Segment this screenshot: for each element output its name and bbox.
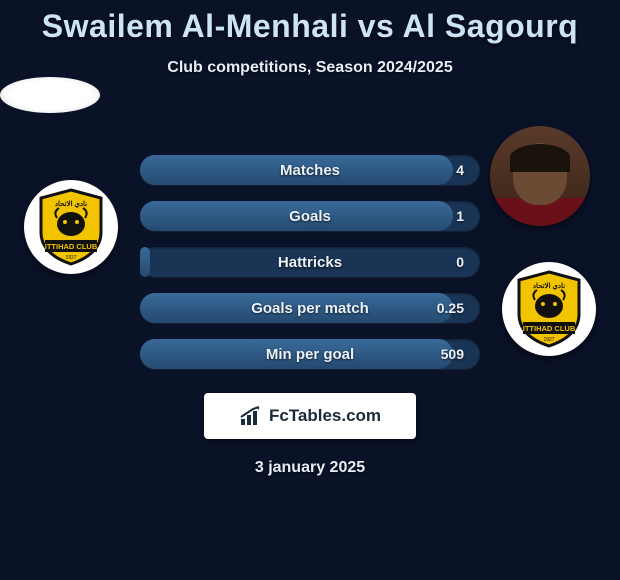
badge-club-name: ITTIHAD CLUB — [45, 242, 98, 251]
stat-label: Min per goal — [140, 346, 480, 363]
stat-row: Min per goal509 — [140, 339, 480, 369]
stat-label: Hattricks — [140, 254, 480, 271]
stat-label: Goals — [140, 208, 480, 225]
stat-label: Matches — [140, 162, 480, 179]
stat-row: Matches4 — [140, 155, 480, 185]
page-title: Swailem Al-Menhali vs Al Sagourq — [0, 0, 620, 45]
shield-icon: نادي الاتحاد ITTIHAD CLUB 1927 — [515, 270, 583, 348]
shield-icon: نادي الاتحاد ITTIHAD CLUB 1927 — [37, 188, 105, 266]
club-badge-left: نادي الاتحاد ITTIHAD CLUB 1927 — [24, 180, 118, 274]
player-left-avatar — [0, 77, 100, 113]
svg-text:1927: 1927 — [543, 337, 554, 343]
fctables-label: FcTables.com — [269, 406, 381, 426]
badge-arabic: نادي الاتحاد — [55, 200, 87, 209]
svg-text:نادي الاتحاد: نادي الاتحاد — [533, 282, 565, 291]
stat-row: Goals per match0.25 — [140, 293, 480, 323]
badge-year: 1927 — [65, 255, 76, 261]
stat-value: 0 — [456, 254, 464, 270]
stat-label: Goals per match — [140, 300, 480, 317]
fctables-watermark: FcTables.com — [204, 393, 416, 439]
date-text: 3 january 2025 — [0, 459, 620, 477]
chart-icon — [239, 405, 263, 427]
stat-value: 509 — [441, 346, 464, 362]
player-right-avatar — [490, 126, 590, 226]
stat-value: 1 — [456, 208, 464, 224]
club-badge-right: نادي الاتحاد ITTIHAD CLUB 1927 — [502, 262, 596, 356]
stat-value: 0.25 — [437, 300, 464, 316]
stats-container: Matches4Goals1Hattricks0Goals per match0… — [140, 155, 480, 369]
svg-text:ITTIHAD CLUB: ITTIHAD CLUB — [523, 324, 576, 333]
stat-row: Hattricks0 — [140, 247, 480, 277]
subtitle: Club competitions, Season 2024/2025 — [0, 59, 620, 77]
stat-row: Goals1 — [140, 201, 480, 231]
stat-value: 4 — [456, 162, 464, 178]
